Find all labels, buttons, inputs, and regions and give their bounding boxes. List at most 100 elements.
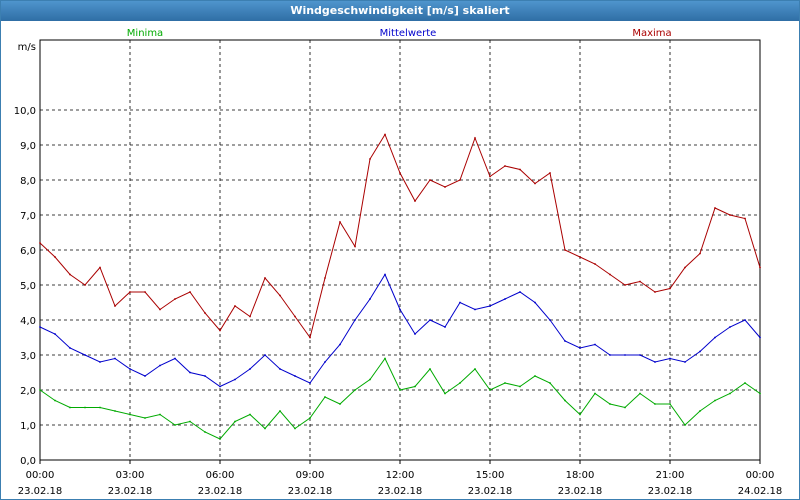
data-point-mittelwerte [114, 357, 116, 360]
data-point-minima [534, 375, 536, 377]
data-point-maxima [144, 291, 146, 293]
data-point-maxima [384, 133, 386, 136]
data-point-minima [354, 389, 356, 391]
y-tick-label: 5,0 [20, 281, 36, 292]
data-point-maxima [609, 273, 611, 276]
data-point-minima [519, 385, 521, 388]
x-tick-time: 15:00 [476, 470, 505, 481]
data-point-maxima [174, 298, 176, 300]
data-point-minima [594, 392, 596, 395]
data-point-minima [744, 382, 746, 384]
data-point-minima [609, 403, 611, 405]
data-point-mittelwerte [564, 340, 566, 342]
data-point-minima [39, 389, 41, 391]
data-point-mittelwerte [399, 308, 401, 311]
data-point-minima [369, 378, 371, 381]
data-point-mittelwerte [354, 319, 356, 321]
data-point-maxima [669, 287, 671, 290]
x-tick-time: 12:00 [386, 470, 415, 481]
data-point-mittelwerte [159, 364, 161, 367]
data-point-mittelwerte [204, 375, 206, 377]
data-point-minima [204, 431, 206, 433]
x-tick-date: 23.02.18 [288, 486, 333, 497]
x-tick-time: 03:00 [116, 470, 145, 481]
data-point-minima [384, 357, 386, 360]
data-point-mittelwerte [729, 326, 731, 328]
data-point-mittelwerte [249, 368, 251, 370]
data-point-mittelwerte [264, 354, 266, 356]
data-point-maxima [129, 291, 131, 293]
data-point-mittelwerte [189, 371, 191, 374]
data-point-maxima [699, 252, 701, 255]
data-point-maxima [399, 172, 401, 174]
data-point-mittelwerte [474, 308, 476, 311]
y-tick-label: 10,0 [14, 106, 36, 117]
data-point-maxima [444, 186, 446, 188]
data-point-minima [489, 389, 491, 391]
y-tick-label: 3,0 [20, 351, 36, 362]
data-point-maxima [729, 214, 731, 216]
data-point-maxima [279, 294, 281, 297]
data-point-mittelwerte [129, 368, 131, 370]
data-point-maxima [624, 284, 626, 286]
data-point-minima [564, 399, 566, 402]
data-point-mittelwerte [549, 319, 551, 321]
data-point-maxima [534, 182, 536, 185]
x-tick-date: 23.02.18 [468, 486, 513, 497]
y-tick-label: 4,0 [20, 316, 36, 327]
y-axis-label: m/s [18, 42, 36, 53]
data-point-minima [654, 403, 656, 405]
data-point-maxima [219, 329, 221, 332]
data-point-maxima [309, 336, 311, 339]
data-point-mittelwerte [69, 347, 71, 349]
x-tick-time: 21:00 [656, 470, 685, 481]
x-tick-date: 23.02.18 [108, 486, 153, 497]
data-point-maxima [714, 207, 716, 209]
data-point-mittelwerte [54, 333, 56, 335]
data-point-maxima [519, 168, 521, 171]
data-point-mittelwerte [309, 382, 311, 384]
data-point-minima [219, 438, 221, 440]
data-point-minima [174, 424, 176, 426]
legend-maxima: Maxima [632, 28, 671, 39]
data-point-mittelwerte [294, 375, 296, 377]
data-point-minima [264, 427, 266, 430]
data-point-minima [99, 406, 101, 409]
data-point-maxima [579, 256, 581, 258]
data-point-mittelwerte [519, 291, 521, 293]
data-point-mittelwerte [39, 326, 41, 328]
data-point-maxima [564, 249, 566, 251]
data-point-minima [474, 368, 476, 370]
data-point-minima [459, 382, 461, 384]
data-point-maxima [264, 277, 266, 279]
data-point-minima [69, 406, 71, 409]
data-point-minima [579, 413, 581, 416]
data-point-minima [504, 382, 506, 384]
x-tick-time: 18:00 [566, 470, 595, 481]
data-point-mittelwerte [84, 354, 86, 356]
data-point-maxima [759, 266, 761, 269]
data-point-mittelwerte [369, 298, 371, 300]
x-tick-time: 00:00 [26, 470, 55, 481]
data-point-minima [84, 406, 86, 409]
data-point-maxima [339, 221, 341, 223]
data-point-mittelwerte [339, 343, 341, 346]
y-tick-label: 8,0 [20, 176, 36, 187]
data-point-maxima [159, 308, 161, 311]
data-point-maxima [744, 217, 746, 220]
x-tick-date: 23.02.18 [18, 486, 63, 497]
data-point-minima [114, 410, 116, 412]
data-point-maxima [39, 242, 41, 244]
x-tick-time: 09:00 [296, 470, 325, 481]
data-point-minima [279, 410, 281, 412]
data-point-minima [414, 385, 416, 388]
x-tick-time: 06:00 [206, 470, 235, 481]
x-tick-date: 23.02.18 [378, 486, 423, 497]
data-point-maxima [189, 291, 191, 293]
data-point-mittelwerte [219, 385, 221, 388]
data-point-minima [699, 410, 701, 412]
data-point-minima [759, 392, 761, 395]
data-point-minima [714, 399, 716, 402]
x-tick-date: 23.02.18 [648, 486, 693, 497]
